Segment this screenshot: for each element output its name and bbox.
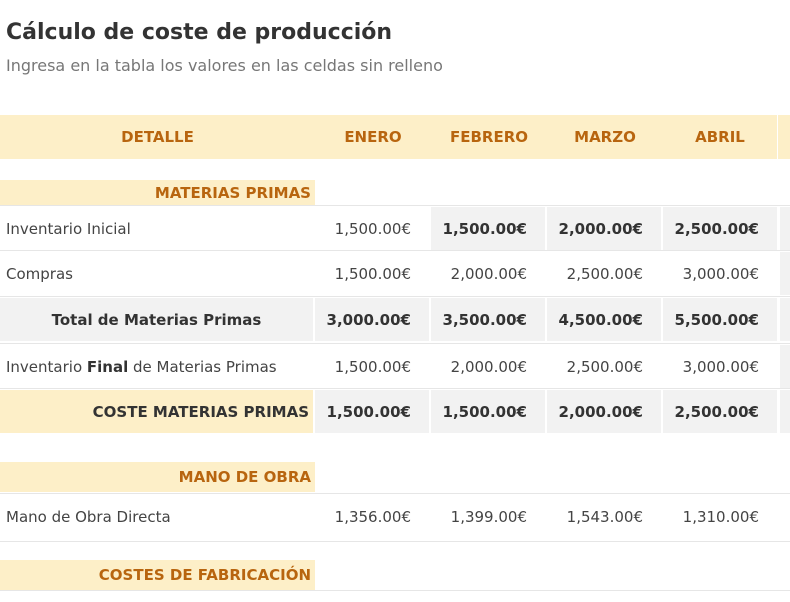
row-label: Mano de Obra Directa xyxy=(6,507,171,526)
label-part: Inventario xyxy=(6,357,87,376)
value-cell: 3,000.00€ xyxy=(682,357,759,376)
row-divider xyxy=(0,296,790,297)
row-divider xyxy=(0,541,790,542)
row-divider xyxy=(0,205,790,206)
column-header: MARZO xyxy=(547,115,663,159)
row-label: Total de Materias Primas xyxy=(0,298,313,341)
value-cell: 3,000.00€ xyxy=(315,298,429,341)
row-stub xyxy=(780,345,790,388)
value-cell: 4,500.00€ xyxy=(547,298,661,341)
value-cell: 1,500.00€ xyxy=(431,207,545,250)
row-divider xyxy=(0,590,790,591)
value-cell: 2,000.00€ xyxy=(450,357,527,376)
row-label: Compras xyxy=(6,264,73,283)
value-cell: 2,500.00€ xyxy=(566,357,643,376)
value-cell: 2,500.00€ xyxy=(663,207,777,250)
row-divider xyxy=(0,250,790,251)
title: Cálculo de coste de producción xyxy=(6,20,393,45)
row-stub xyxy=(780,252,790,295)
value-cell: 1,399.00€ xyxy=(450,507,527,526)
column-header: DETALLE xyxy=(0,115,315,159)
section-title: MANO DE OBRA xyxy=(0,462,315,492)
subtitle: Ingresa en la tabla los valores en las c… xyxy=(6,56,443,75)
label-part: de Materias Primas xyxy=(128,357,277,376)
header-stub xyxy=(778,115,790,159)
section-title: COSTES DE FABRICACIÓN xyxy=(0,560,315,590)
section-title: MATERIAS PRIMAS xyxy=(0,180,315,206)
column-header: ABRIL xyxy=(663,115,777,159)
value-cell: 2,000.00€ xyxy=(547,390,661,433)
column-header: ENERO xyxy=(315,115,431,159)
value-cell: 1,500.00€ xyxy=(334,357,411,376)
value-cell: 1,356.00€ xyxy=(334,507,411,526)
row-stub xyxy=(780,298,790,341)
value-cell: 1,500.00€ xyxy=(315,390,429,433)
row-label: Inventario Final de Materias Primas xyxy=(0,345,313,388)
row-stub xyxy=(780,390,790,433)
row-label: COSTE MATERIAS PRIMAS xyxy=(0,390,313,433)
value-cell: 2,500.00€ xyxy=(566,264,643,283)
column-header: FEBRERO xyxy=(431,115,547,159)
value-cell: 1,500.00€ xyxy=(334,219,411,238)
row-stub xyxy=(780,207,790,250)
row-divider xyxy=(0,343,790,344)
value-cell: 1,500.00€ xyxy=(431,390,545,433)
value-cell: 2,500.00€ xyxy=(663,390,777,433)
value-cell: 1,543.00€ xyxy=(566,507,643,526)
value-cell: 2,000.00€ xyxy=(450,264,527,283)
value-cell: 3,000.00€ xyxy=(682,264,759,283)
value-cell: 1,500.00€ xyxy=(334,264,411,283)
value-cell: 5,500.00€ xyxy=(663,298,777,341)
row-divider xyxy=(0,388,790,389)
value-cell: 1,310.00€ xyxy=(682,507,759,526)
row-divider xyxy=(0,493,790,494)
label-part: Final xyxy=(86,357,129,376)
value-cell: 3,500.00€ xyxy=(431,298,545,341)
row-label: Inventario Inicial xyxy=(6,219,131,238)
value-cell: 2,000.00€ xyxy=(547,207,661,250)
